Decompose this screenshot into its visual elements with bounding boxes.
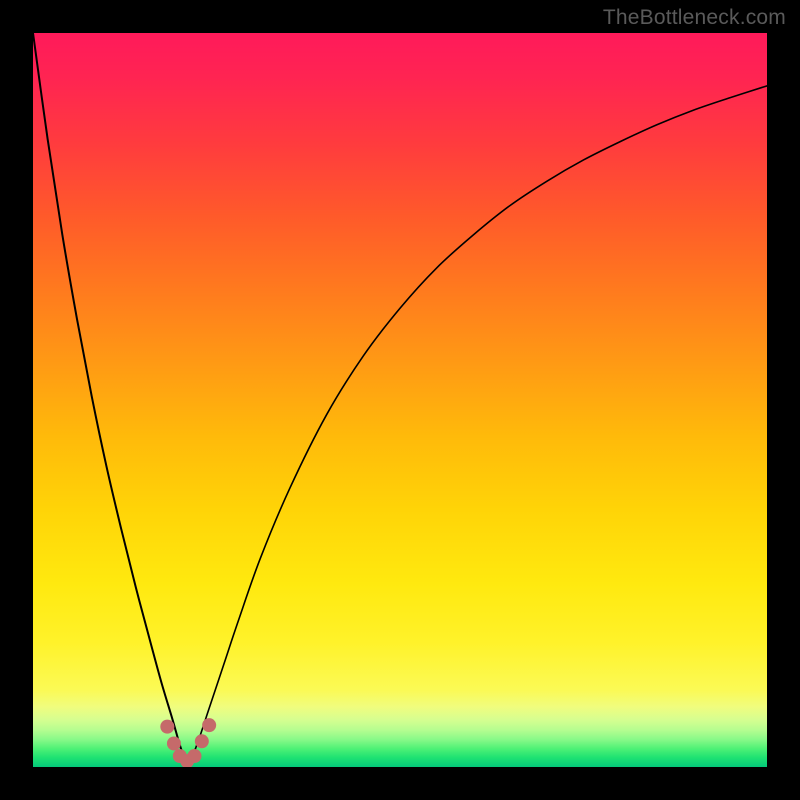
valley-marker [195,734,209,748]
plot-area [33,33,767,767]
valley-marker [160,720,174,734]
curve-right-branch [187,86,767,763]
valley-markers [160,718,216,767]
curve-left-branch [33,33,187,763]
curve-layer [33,33,767,767]
valley-marker [187,749,201,763]
watermark-text: TheBottleneck.com [603,6,786,30]
valley-marker [202,718,216,732]
valley-marker [167,737,181,751]
